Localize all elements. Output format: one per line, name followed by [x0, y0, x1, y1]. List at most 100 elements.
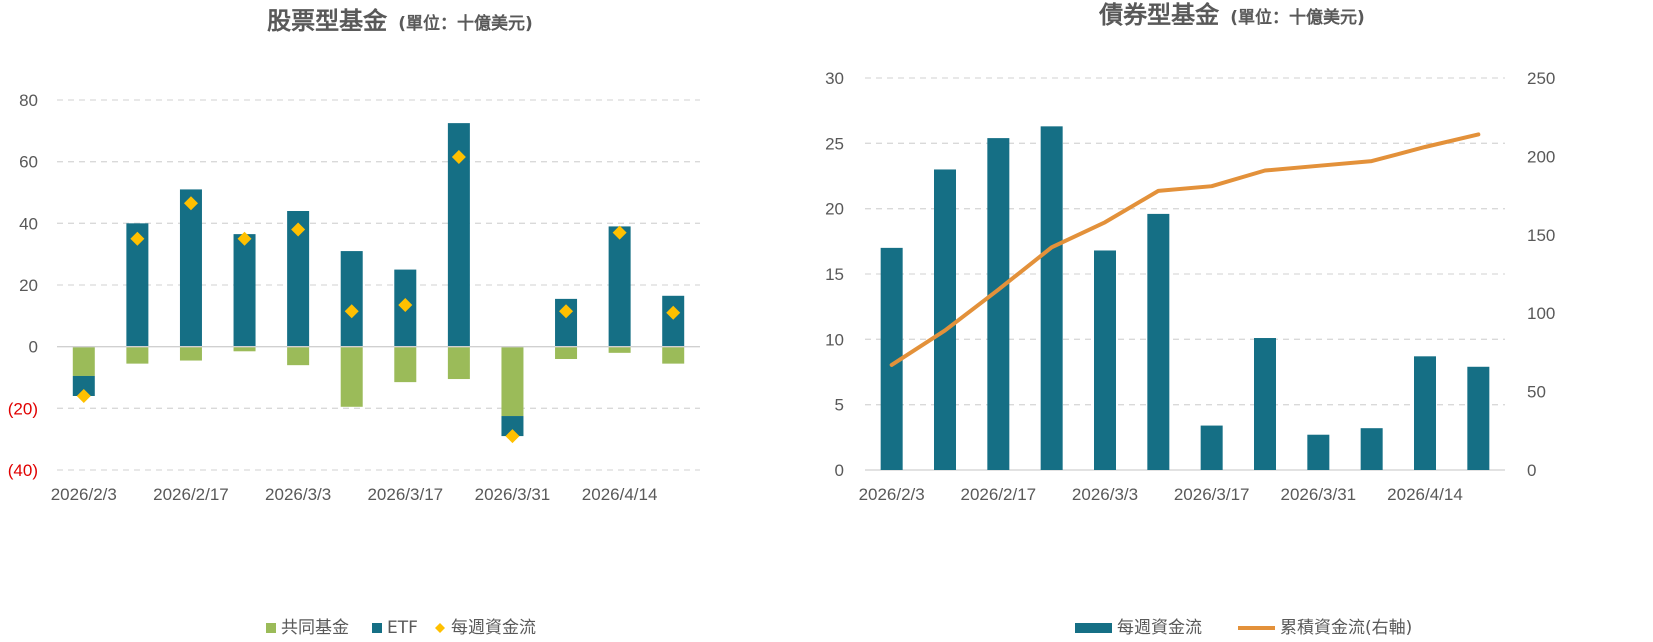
legend-label-mutual-fund: 共同基金	[281, 618, 349, 638]
bond-y-tick-label: 25	[825, 134, 844, 153]
equity-title-main: 股票型基金	[267, 7, 388, 35]
equity-mutual-fund-bar	[179, 346, 202, 361]
equity-mutual-fund-bar	[447, 346, 470, 380]
bond-weekly-flow-bar	[934, 169, 956, 470]
equity-y-tick-label: 60	[19, 153, 38, 172]
equity-mutual-fund-bar	[233, 346, 256, 352]
equity-etf-bar	[340, 251, 363, 347]
equity-etf-bar	[287, 211, 310, 347]
equity-x-axis: 2026/2/3 2026/2/17 2026/3/3 2026/3/17 2026/3…	[51, 485, 658, 504]
legend-label-bond-weekly-flow: 每週資金流	[1117, 618, 1202, 638]
bond-title-unit: (單位：十億美元)	[1230, 7, 1365, 28]
bond-gridlines	[865, 77, 1505, 471]
equity-chart-title: 股票型基金 (單位：十億美元)	[267, 7, 533, 35]
legend-label-weekly-flow: 每週資金流	[451, 618, 536, 638]
equity-weekly-flow-point	[130, 231, 145, 246]
bond-x-tick-label: 2026/2/3	[859, 485, 925, 504]
equity-mutual-fund-bar	[555, 346, 578, 359]
equity-mutual-fund-bar	[662, 346, 685, 364]
bond-weekly-flow-bar	[1467, 366, 1490, 470]
equity-weekly-flow-point	[666, 305, 681, 320]
bond-x-tick-label: 2026/4/14	[1387, 485, 1463, 504]
equity-etf-bar	[608, 226, 631, 347]
bond-title-main: 債券型基金	[1098, 1, 1220, 29]
bond-y2-tick-label: 0	[1527, 461, 1536, 480]
bond-weekly-flow-bar	[1307, 434, 1330, 470]
bond-cumulative-flow-line	[889, 132, 1481, 367]
bond-cumulative-line	[889, 132, 1481, 367]
equity-weekly-flow-point	[505, 429, 520, 444]
bond-weekly-flow-bar	[987, 138, 1010, 470]
equity-weekly-flow-point	[183, 196, 198, 211]
bond-weekly-flow-bar	[880, 247, 903, 470]
equity-weekly-flow-point	[451, 150, 466, 165]
equity-etf-bar	[72, 375, 95, 396]
equity-weekly-flow-point	[612, 225, 627, 240]
bond-legend: 每週資金流 累積資金流(右軸)	[1075, 618, 1412, 638]
equity-y-tick-label: (40)	[8, 461, 38, 480]
equity-y-axis: 80 60 40 20 0 (20) (40)	[8, 91, 38, 480]
legend-label-etf: ETF	[387, 618, 418, 638]
equity-x-tick-label: 2026/2/3	[51, 485, 117, 504]
bond-y-tick-label: 30	[825, 69, 844, 88]
equity-etf-bar	[501, 416, 524, 437]
bond-x-tick-label: 2026/2/17	[961, 485, 1037, 504]
legend-swatch-mutual-fund	[266, 623, 276, 633]
equity-mutual-fund-bar	[340, 346, 363, 407]
bond-x-tick-label: 2026/3/17	[1174, 485, 1250, 504]
equity-y-tick-label: 0	[29, 338, 38, 357]
equity-weekly-flow-point	[344, 304, 359, 319]
equity-etf-bar	[126, 223, 149, 347]
equity-x-tick-label: 2026/3/17	[367, 485, 443, 504]
bond-weekly-flow-bar	[1360, 428, 1383, 470]
bond-y-tick-label: 20	[825, 200, 844, 219]
bond-weekly-flow-bar	[1147, 213, 1170, 471]
legend-swatch-weekly-flow	[435, 623, 445, 633]
equity-y-tick-label: (20)	[8, 399, 38, 418]
equity-y-tick-label: 80	[19, 91, 38, 110]
bond-y-tick-label: 5	[835, 396, 844, 415]
equity-mutual-fund-bar	[501, 346, 524, 417]
equity-y-tick-label: 20	[19, 276, 38, 295]
equity-title-unit: (單位：十億美元)	[398, 13, 533, 34]
equity-legend: 共同基金 ETF 每週資金流	[266, 618, 536, 638]
bond-weekly-flow-bar	[1414, 356, 1436, 470]
bond-y2-tick-label: 200	[1527, 147, 1555, 166]
equity-weekly-flow-point	[291, 222, 306, 237]
bond-y2-tick-label: 50	[1527, 383, 1546, 402]
equity-etf-bar	[447, 123, 470, 347]
bond-weekly-flow-bar	[1094, 250, 1116, 470]
equity-gridlines	[57, 99, 700, 471]
bond-y-tick-label: 0	[835, 461, 844, 480]
equity-etf-bar	[662, 295, 685, 347]
bond-y2-tick-label: 150	[1527, 226, 1555, 245]
legend-label-cumulative-flow: 累積資金流(右軸)	[1280, 618, 1412, 638]
equity-x-tick-label: 2026/3/31	[475, 485, 551, 504]
equity-x-tick-label: 2026/3/3	[265, 485, 331, 504]
equity-bars	[72, 123, 685, 437]
equity-mutual-fund-bar	[287, 346, 310, 366]
equity-mutual-fund-bar	[126, 346, 149, 364]
bond-right-y-axis: 0 50 100 150 200 250	[1527, 69, 1555, 480]
equity-weekly-flow-point	[237, 231, 252, 246]
equity-weekly-flow-point	[76, 389, 91, 403]
equity-x-tick-label: 2026/2/17	[153, 485, 229, 504]
equity-etf-bar	[233, 234, 256, 347]
legend-swatch-bond-weekly-flow	[1075, 623, 1112, 633]
bond-weekly-flow-bar	[1040, 126, 1063, 470]
bond-x-axis: 2026/2/3 2026/2/17 2026/3/3 2026/3/17 2026/3…	[859, 485, 1463, 504]
equity-weekly-flow-point	[398, 298, 413, 313]
equity-x-tick-label: 2026/4/14	[582, 485, 658, 504]
legend-swatch-etf	[372, 623, 382, 633]
equity-mutual-fund-bar	[608, 346, 631, 353]
bond-bars	[880, 126, 1490, 471]
bond-x-tick-label: 2026/3/3	[1072, 485, 1138, 504]
equity-mutual-fund-bar	[72, 346, 95, 376]
bond-y2-tick-label: 100	[1527, 304, 1555, 323]
bond-y-tick-label: 15	[825, 265, 844, 284]
bond-weekly-flow-bar	[1254, 338, 1276, 470]
bond-weekly-flow-bar	[1200, 425, 1223, 470]
bond-x-tick-label: 2026/3/31	[1281, 485, 1357, 504]
equity-y-tick-label: 40	[19, 214, 38, 233]
